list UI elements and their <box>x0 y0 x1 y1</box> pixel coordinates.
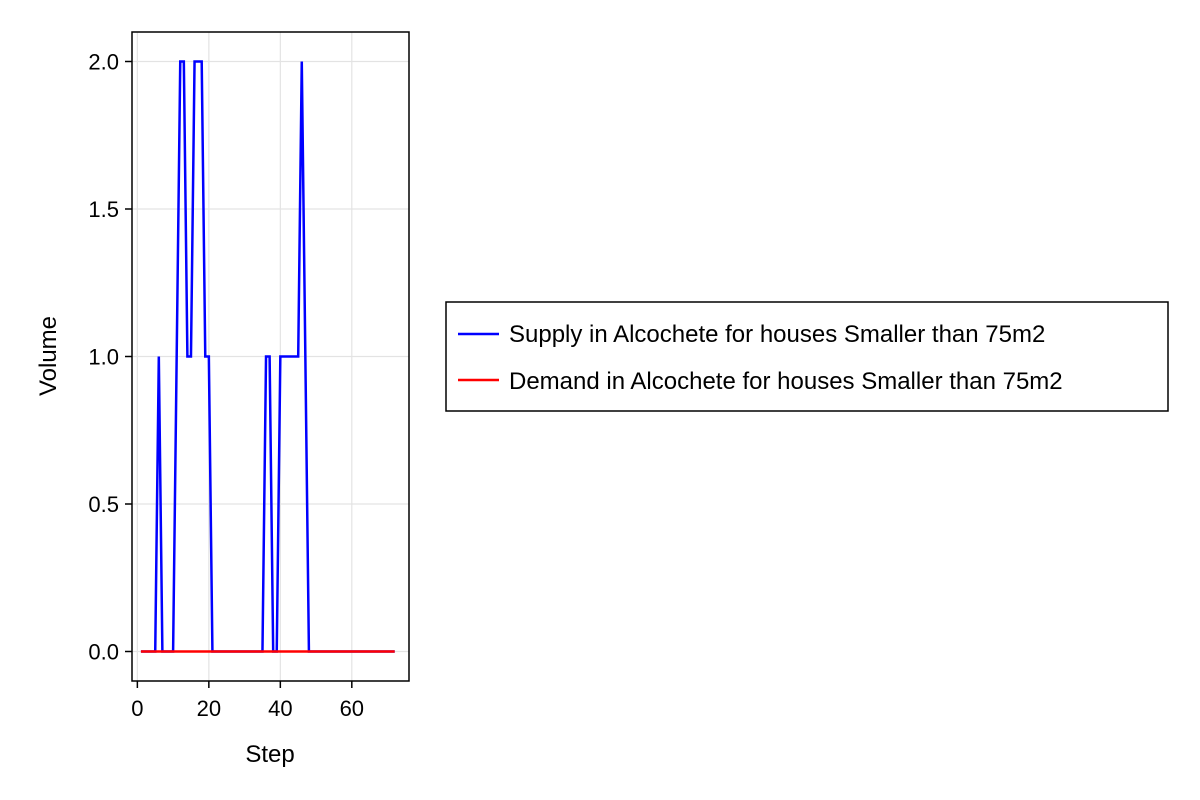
y-tick-label: 0.5 <box>88 492 119 517</box>
legend-box <box>445 301 1169 412</box>
axes: 0 20 40 60 0.0 0.5 1.0 1.5 2.0 <box>88 50 364 722</box>
plot-area <box>140 60 395 653</box>
y-tick-label: 1.0 <box>88 345 119 370</box>
legend: Supply in Alcochete for houses Smaller t… <box>445 301 1169 412</box>
x-tick-label: 60 <box>340 696 364 721</box>
y-axis-label: Volume <box>35 316 62 396</box>
x-axis-label: Step <box>245 741 294 768</box>
legend-label-demand: Demand in Alcochete for houses Smaller t… <box>509 368 1063 395</box>
y-tick-label: 0.0 <box>88 640 119 665</box>
x-tick-label: 0 <box>131 696 143 721</box>
x-tick-label: 20 <box>197 696 221 721</box>
legend-label-supply: Supply in Alcochete for houses Smaller t… <box>509 321 1045 348</box>
y-tick-label: 2.0 <box>88 50 119 75</box>
y-tick-label: 1.5 <box>88 197 119 222</box>
x-tick-label: 40 <box>268 696 292 721</box>
